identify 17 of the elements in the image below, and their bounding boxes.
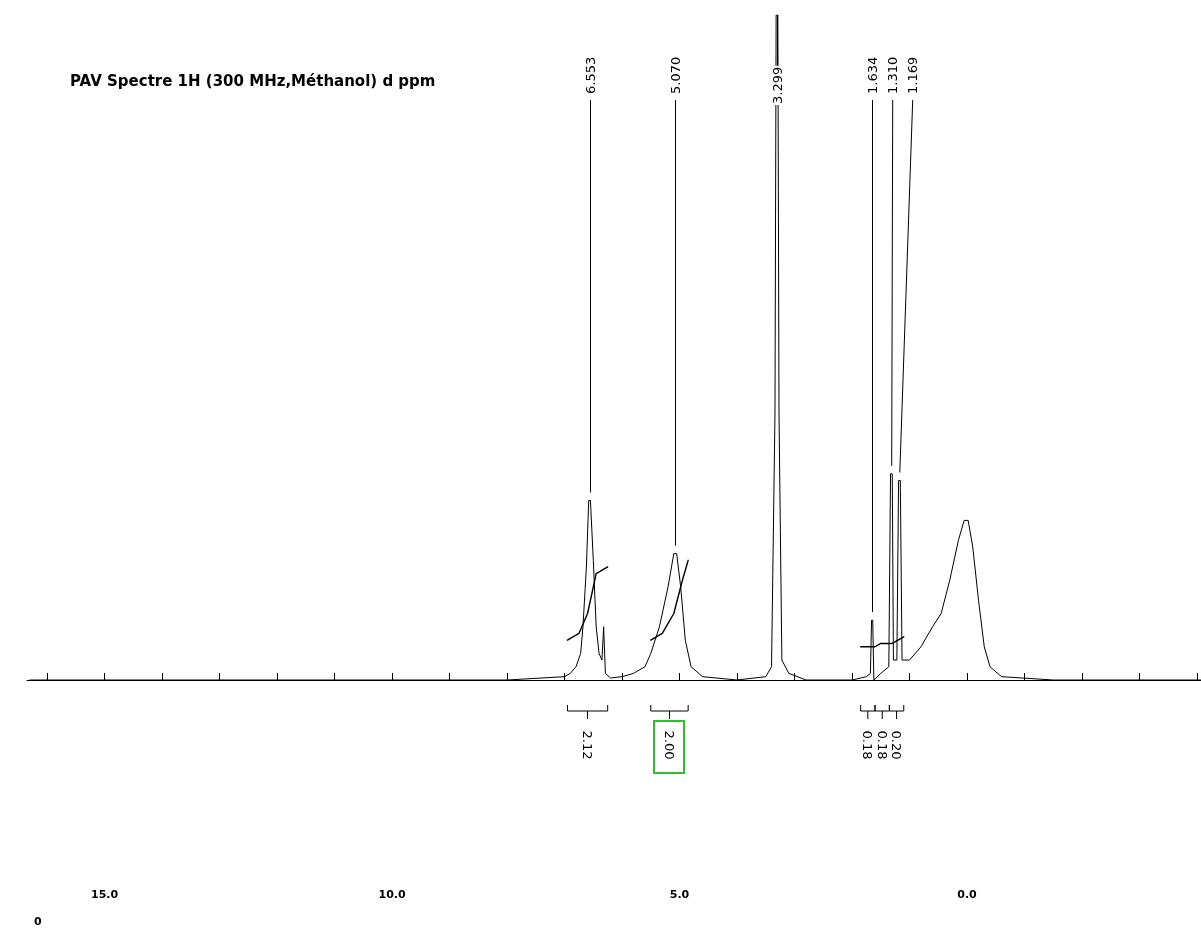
x-tick-label: 5.0	[669, 888, 690, 901]
x-tick-label: 10.0	[378, 888, 406, 901]
text: 0.20	[889, 730, 905, 760]
text: PAV Spectre 1H (300 MHz,Méthanol) d ppm	[70, 71, 436, 90]
annotation: 3.299	[769, 66, 785, 104]
x-tick-label: 15.0	[91, 888, 119, 901]
text: 0	[34, 915, 42, 928]
annotation: 6.553	[582, 56, 598, 94]
x-tick-label: 0.0	[957, 888, 978, 901]
text: 2.00	[661, 730, 677, 760]
annotation: 1.310	[885, 56, 901, 94]
annotation: 5.070	[668, 56, 684, 94]
text: 0.18	[874, 730, 890, 760]
annotation: 1.169	[905, 56, 921, 94]
annotation: 1.634	[865, 56, 881, 94]
text: 0.18	[860, 730, 876, 760]
text: 2.12	[580, 730, 596, 760]
